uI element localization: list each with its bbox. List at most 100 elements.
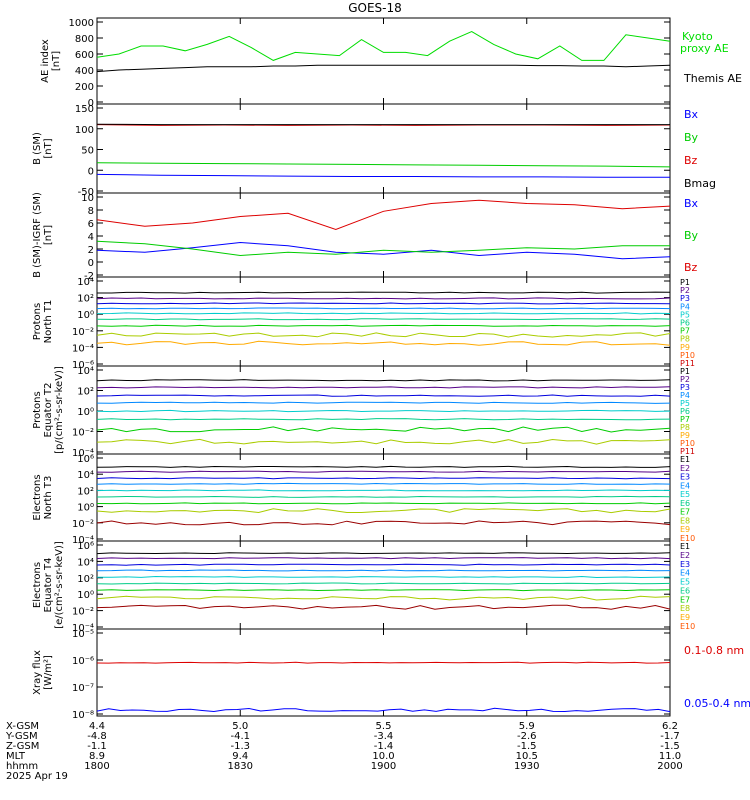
x-axis-row-label: Z-GSM xyxy=(6,741,39,752)
series-line-pnt1 xyxy=(96,332,671,338)
y-tick-label: 10⁻⁶ xyxy=(72,656,94,667)
y-tick-label: 10⁰ xyxy=(77,590,94,601)
y-tick-label: 10⁰ xyxy=(77,407,94,418)
y-tick-label: 100 xyxy=(75,125,94,136)
y-tick-label: 10⁻² xyxy=(72,428,94,439)
legend-entry: Themis AE xyxy=(683,72,742,85)
series-line-bsm xyxy=(96,173,670,178)
panel-frame xyxy=(96,540,671,630)
x-axis-row-label: Y-GSM xyxy=(5,731,38,742)
y-tick-label: 10⁻⁴ xyxy=(72,623,94,634)
legend-entry: E1 xyxy=(680,542,690,551)
panel-ylabel: [nT] xyxy=(51,51,62,71)
y-tick-label: -2 xyxy=(84,271,94,282)
y-tick-label: 50 xyxy=(81,146,94,157)
legend-entry: E2 xyxy=(680,551,690,560)
legend-entry: E8 xyxy=(680,516,690,525)
y-tick-label: 2 xyxy=(88,245,94,256)
legend-entry: By xyxy=(684,229,699,242)
x-axis-value: 5.5 xyxy=(376,721,392,732)
y-tick-label: 10⁻² xyxy=(72,327,94,338)
series-line-pet2 xyxy=(96,426,671,433)
x-axis-value: 9.4 xyxy=(232,751,248,762)
series-line-eet4 xyxy=(96,604,671,610)
series-line-xray xyxy=(96,707,671,713)
legend-entry: E10 xyxy=(680,622,695,631)
legend-entry: E9 xyxy=(680,525,690,534)
series-line-ent3 xyxy=(96,482,671,485)
panel-xray: Xray flux [W/m²] 10⁻⁸ 10⁻⁷ 10⁻⁶ 10⁻⁵ 0.1-0.8 n… xyxy=(32,628,750,721)
panel-eet4: Electrons Equator T4 [e/(cm²-s-sr-keV)] 10⁻… xyxy=(32,540,695,634)
x-axis-value: -1.5 xyxy=(517,741,537,752)
x-axis-value: 6.2 xyxy=(662,721,678,732)
x-axis-value: -1.7 xyxy=(660,731,680,742)
y-tick-label: 6 xyxy=(88,219,94,230)
series-line-pnt1 xyxy=(96,340,671,346)
series-line-eet4 xyxy=(96,595,671,601)
legend-entry: By xyxy=(684,131,699,144)
series-line-ent3 xyxy=(96,477,671,480)
legend-entry: P3 xyxy=(680,294,690,303)
y-tick-label: 10⁻⁶ xyxy=(72,360,94,371)
legend-entry: P2 xyxy=(680,375,690,384)
y-tick-label: 10² xyxy=(77,387,94,398)
x-axis-value: -1.5 xyxy=(660,741,680,752)
series-line-pnt1 xyxy=(96,302,671,305)
legend-entry: E4 xyxy=(680,569,690,578)
panel-ylabel: North T1 xyxy=(43,300,54,344)
series-line-bigrf xyxy=(96,240,670,257)
x-axis-value: -1.3 xyxy=(230,741,250,752)
legend-entry: P6 xyxy=(680,319,690,328)
legend-entry: 0.05-0.4 nm xyxy=(684,697,750,710)
y-tick-label: 600 xyxy=(75,50,94,61)
y-tick-label: 0 xyxy=(88,166,94,177)
series-line-bsm xyxy=(96,124,671,126)
legend-entry: P5 xyxy=(680,310,690,319)
legend-entry: E8 xyxy=(680,604,690,613)
series-line-ent3 xyxy=(96,508,671,514)
x-axis-row-label: hhmm xyxy=(6,761,38,772)
x-axis-value: 11.0 xyxy=(659,751,681,762)
legend-entry: P9 xyxy=(680,343,690,352)
series-line-pet2 xyxy=(96,438,671,445)
series-line-pnt1 xyxy=(97,291,671,294)
series-line-eet4 xyxy=(96,589,671,592)
panel-ylabel: [nT] xyxy=(43,138,54,158)
x-axis-value: 10.5 xyxy=(516,751,538,762)
series-line-eet4 xyxy=(96,557,671,560)
legend-entry: E7 xyxy=(680,595,690,604)
x-axis-value: 1800 xyxy=(84,761,109,772)
x-axis-value: 5.9 xyxy=(519,721,535,732)
panel-ylabel: [p/(cm²-s-sr-keV)] xyxy=(54,366,65,454)
legend-entry: P7 xyxy=(680,415,690,424)
panel-bigrf: B (SM)-IGRF (SM) [nT] -2 0 2 4 6 8 10 Bx By Bz xyxy=(32,192,699,282)
legend-entry: E5 xyxy=(680,490,690,499)
panel-frame xyxy=(96,276,671,367)
series-line-bsm xyxy=(96,162,671,168)
legend-entry: P9 xyxy=(680,431,690,440)
panel-ylabel: North T3 xyxy=(43,476,54,520)
panel-ylabel: Protons xyxy=(32,303,43,340)
series-line-ae xyxy=(96,64,671,73)
panel-bsm: B (SM) [nT] -50 0 50 100 150 Bx By Bz Bmag xyxy=(32,103,716,198)
panel-ylabel: Electrons xyxy=(32,562,43,608)
y-tick-label: 8 xyxy=(88,206,94,217)
panel-ylabel: Protons xyxy=(32,391,43,428)
panel-ylabel: AE index xyxy=(40,39,51,83)
y-tick-label: 10⁴ xyxy=(77,557,94,568)
x-axis-value: 10.0 xyxy=(372,751,394,762)
legend-entry: P11 xyxy=(680,359,695,368)
series-line-eet4 xyxy=(96,563,671,566)
panel-ylabel: B (SM) xyxy=(32,132,43,165)
legend-entry: P3 xyxy=(680,383,690,392)
panel-ylabel: [e/(cm²-s-sr-keV)] xyxy=(54,541,65,629)
y-tick-label: 10⁰ xyxy=(77,310,94,321)
series-line-ent3 xyxy=(96,520,671,526)
y-tick-label: 10⁰ xyxy=(77,503,94,514)
panel-pet2: Protons Equator T2 [p/(cm²-s-sr-keV)] 10⁻⁴ 1… xyxy=(32,365,695,459)
legend-entry: E1 xyxy=(680,455,690,464)
y-tick-label: -50 xyxy=(78,187,94,198)
legend-entry: P8 xyxy=(680,423,690,432)
x-axis-value: -2.6 xyxy=(517,731,537,742)
y-tick-label: 10⁻⁸ xyxy=(72,710,94,721)
